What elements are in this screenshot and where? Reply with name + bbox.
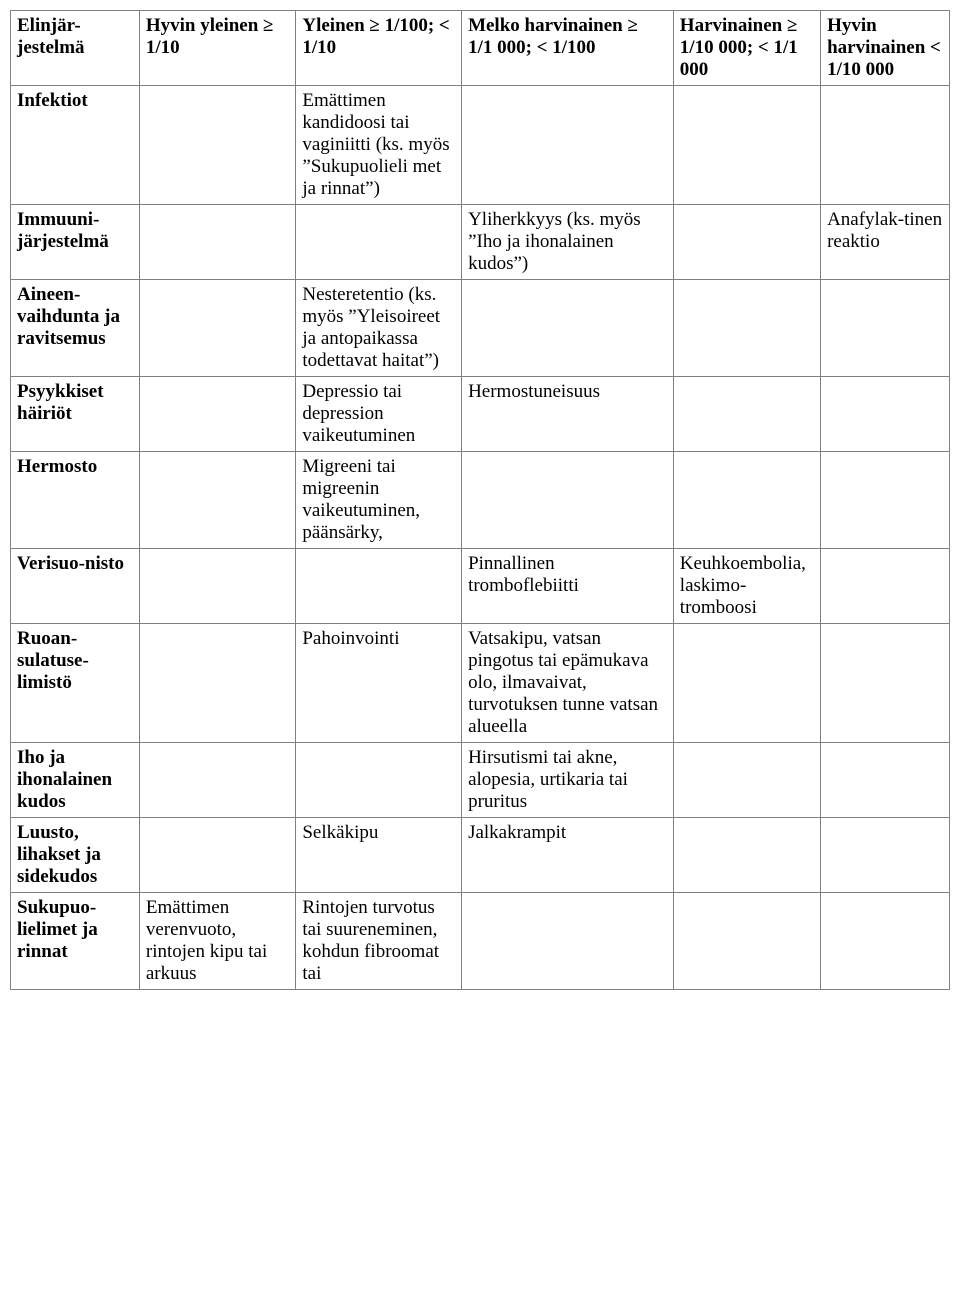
cell: Migreeni tai migreenin vaikeutuminen, pä…: [296, 452, 462, 549]
table-row: Infektiot Emättimen kandidoosi tai vagin…: [11, 86, 950, 205]
cell: [673, 377, 820, 452]
row-label: Infektiot: [11, 86, 140, 205]
cell: Jalkakrampit: [462, 818, 674, 893]
row-label: Hermosto: [11, 452, 140, 549]
table-row: Aineen-vaihdunta ja ravitsemus Nesterete…: [11, 280, 950, 377]
cell: [673, 743, 820, 818]
cell: [296, 549, 462, 624]
cell: [139, 280, 295, 377]
row-label: Aineen-vaihdunta ja ravitsemus: [11, 280, 140, 377]
row-label: Sukupuo-lielimet ja rinnat: [11, 893, 140, 990]
cell: [462, 86, 674, 205]
cell: Anafylak-tinen reaktio: [821, 205, 950, 280]
cell: [673, 893, 820, 990]
cell: [139, 377, 295, 452]
cell: [296, 743, 462, 818]
row-label: Immuuni-järjestelmä: [11, 205, 140, 280]
cell: [673, 624, 820, 743]
cell: [821, 743, 950, 818]
cell: Keuhkoembolia, laskimo-tromboosi: [673, 549, 820, 624]
cell: [139, 624, 295, 743]
table-row: Sukupuo-lielimet ja rinnat Emättimen ver…: [11, 893, 950, 990]
cell: Nesteretentio (ks. myös ”Yleisoireet ja …: [296, 280, 462, 377]
table-row: Ruoan-sulatuse-limistö Pahoinvointi Vats…: [11, 624, 950, 743]
cell: Pinnallinen tromboflebiitti: [462, 549, 674, 624]
row-label: Ruoan-sulatuse-limistö: [11, 624, 140, 743]
cell: Hermostuneisuus: [462, 377, 674, 452]
cell: [821, 280, 950, 377]
cell: [139, 205, 295, 280]
cell: [462, 280, 674, 377]
cell: [462, 452, 674, 549]
table-row: Verisuo-nisto Pinnallinen tromboflebiitt…: [11, 549, 950, 624]
cell: [139, 549, 295, 624]
table-header-row: Elinjär-jestelmä Hyvin yleinen ≥ 1/10 Yl…: [11, 11, 950, 86]
cell: Rintojen turvotus tai suureneminen, kohd…: [296, 893, 462, 990]
cell: [821, 893, 950, 990]
cell: [139, 818, 295, 893]
cell: [673, 452, 820, 549]
cell: [821, 452, 950, 549]
row-label: Iho ja ihonalainen kudos: [11, 743, 140, 818]
cell: [462, 893, 674, 990]
row-label: Luusto, lihakset ja sidekudos: [11, 818, 140, 893]
cell: Emättimen kandidoosi tai vaginiitti (ks.…: [296, 86, 462, 205]
cell: [821, 624, 950, 743]
col-header-4: Harvinainen ≥ 1/10 000; < 1/1 000: [673, 11, 820, 86]
cell: Yliherkkyys (ks. myös ”Iho ja ihonalaine…: [462, 205, 674, 280]
cell: [673, 86, 820, 205]
row-label: Psyykkiset häiriöt: [11, 377, 140, 452]
col-header-2: Yleinen ≥ 1/100; < 1/10: [296, 11, 462, 86]
cell: Hirsutismi tai akne, alopesia, urtikaria…: [462, 743, 674, 818]
col-header-5: Hyvin harvinainen < 1/10 000: [821, 11, 950, 86]
cell: [821, 818, 950, 893]
table-row: Immuuni-järjestelmä Yliherkkyys (ks. myö…: [11, 205, 950, 280]
cell: [821, 549, 950, 624]
row-label: Verisuo-nisto: [11, 549, 140, 624]
cell: Vatsakipu, vatsan pingotus tai epämukava…: [462, 624, 674, 743]
adverse-effects-table: Elinjär-jestelmä Hyvin yleinen ≥ 1/10 Yl…: [10, 10, 950, 990]
cell: [139, 743, 295, 818]
table-row: Iho ja ihonalainen kudos Hirsutismi tai …: [11, 743, 950, 818]
cell: Pahoinvointi: [296, 624, 462, 743]
cell: [139, 452, 295, 549]
col-header-1: Hyvin yleinen ≥ 1/10: [139, 11, 295, 86]
cell: [139, 86, 295, 205]
cell: Depressio tai depression vaikeutuminen: [296, 377, 462, 452]
col-header-0: Elinjär-jestelmä: [11, 11, 140, 86]
cell: [821, 377, 950, 452]
cell: [821, 86, 950, 205]
col-header-3: Melko harvinainen ≥ 1/1 000; < 1/100: [462, 11, 674, 86]
cell: Emättimen verenvuoto, rintojen kipu tai …: [139, 893, 295, 990]
table-row: Luusto, lihakset ja sidekudos Selkäkipu …: [11, 818, 950, 893]
cell: [673, 280, 820, 377]
table-row: Psyykkiset häiriöt Depressio tai depress…: [11, 377, 950, 452]
cell: Selkäkipu: [296, 818, 462, 893]
cell: [673, 818, 820, 893]
cell: [673, 205, 820, 280]
table-row: Hermosto Migreeni tai migreenin vaikeutu…: [11, 452, 950, 549]
cell: [296, 205, 462, 280]
